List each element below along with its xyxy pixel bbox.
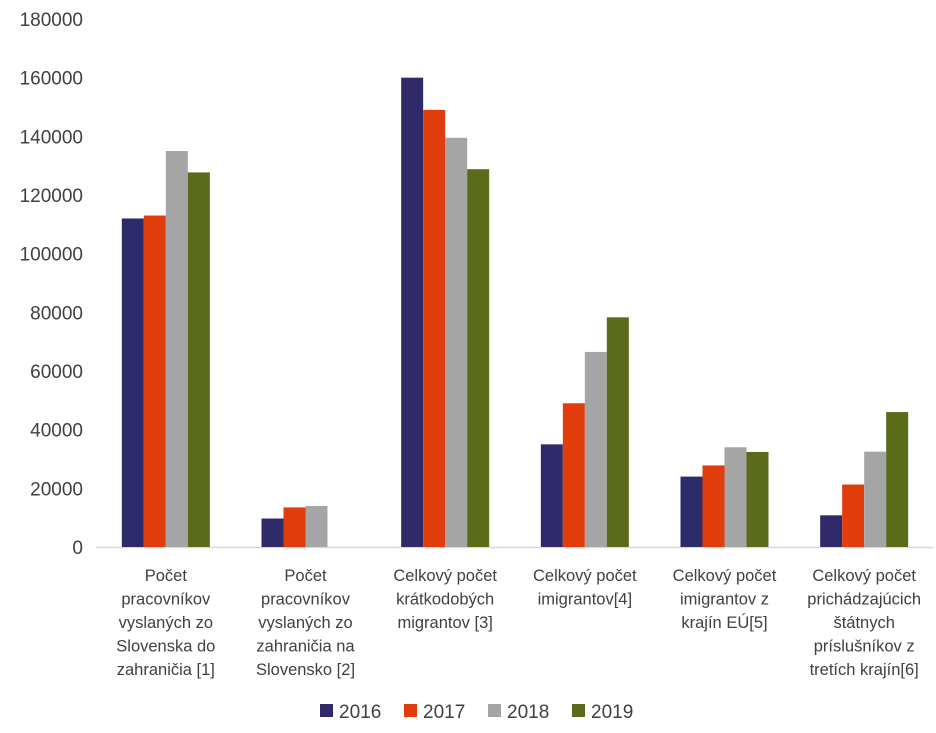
bar-2016	[401, 77, 424, 548]
legend-swatch-2016	[320, 704, 333, 717]
legend-swatch-2018	[488, 704, 501, 717]
y-axis-ticks: 0 20000 40000 60000 80000 100000 120000 140000 1…	[20, 10, 83, 559]
legend-swatch-2017	[404, 704, 417, 717]
bar-2017	[842, 484, 865, 547]
y-tick-label: 20000	[30, 479, 83, 500]
legend-label-2018: 2018	[507, 702, 549, 723]
x-tick-label-line: príslušníkov z	[814, 638, 915, 656]
x-tick-label: Celkový počet prichádzajúcich štátnych prís…	[807, 567, 921, 679]
x-tick-label-line: pracovníkov	[121, 591, 211, 609]
x-tick-label-line: vyslaných zo	[119, 614, 213, 632]
x-tick-label: Celkový počet imigrantov[4]	[533, 567, 637, 609]
bar-2017	[143, 215, 166, 548]
x-tick-label-line: krajín EÚ[5]	[681, 613, 767, 632]
bars	[121, 77, 909, 548]
x-tick-label-line: Celkový počet	[673, 567, 777, 585]
bar-2019	[187, 172, 210, 547]
x-tick-label-line: Celkový počet	[533, 567, 637, 585]
x-tick-label: Celkový počet krátkodobých migrantov [3]	[393, 567, 497, 632]
legend-label-2016: 2016	[339, 702, 381, 723]
legend-label-2019: 2019	[591, 702, 633, 723]
y-tick-label: 140000	[20, 127, 83, 148]
bar-2017	[283, 507, 306, 547]
bar-2016	[540, 444, 563, 547]
x-tick-label-line: krátkodobých	[396, 591, 494, 609]
bar-2016	[820, 515, 843, 547]
x-tick-label-line: zahraničia [1]	[117, 661, 215, 679]
x-tick-label: Celkový počet imigrantov z krajín EÚ[5]	[673, 567, 777, 632]
bar-2016	[261, 518, 284, 547]
bar-2016	[121, 218, 144, 547]
y-tick-label: 60000	[30, 362, 83, 383]
x-tick-label-line: Počet	[284, 567, 327, 585]
bar-2018	[305, 505, 328, 547]
bar-2019	[746, 451, 769, 547]
x-tick-label-line: zahraničia na	[256, 638, 355, 656]
y-tick-label: 160000	[20, 69, 83, 90]
bar-2018	[724, 447, 747, 547]
x-tick-label-line: Slovensko [2]	[256, 661, 355, 679]
bar-2018	[445, 137, 468, 548]
x-tick-label-line: Slovenska do	[116, 638, 215, 656]
y-tick-label: 120000	[20, 186, 83, 207]
legend-swatch-2019	[572, 704, 585, 717]
bar-2016	[680, 476, 703, 547]
bar-2019	[886, 412, 909, 547]
x-tick-label: Počet pracovníkov vyslaných zo zahraničia n…	[256, 567, 355, 679]
x-tick-label-line: tretích krajín[6]	[810, 661, 919, 679]
bar-2017	[562, 403, 585, 547]
x-tick-label-line: vyslaných zo	[258, 614, 352, 632]
y-tick-label: 0	[72, 538, 83, 559]
x-axis-tick-labels: Počet pracovníkov vyslaných zo Slovenska do…	[116, 567, 921, 679]
x-tick-label-line: imigrantov z	[680, 591, 769, 609]
x-tick-label-line: migrantov [3]	[397, 614, 492, 632]
y-tick-label: 180000	[20, 10, 83, 31]
legend-label-2017: 2017	[423, 702, 465, 723]
x-tick-label-line: pracovníkov	[261, 591, 351, 609]
legend: 2016 2017 2018 2019	[320, 702, 633, 723]
bar-2017	[423, 109, 446, 547]
bar-2019	[467, 169, 490, 548]
x-tick-label-line: Celkový počet	[812, 567, 916, 585]
bar-2018	[584, 351, 607, 547]
x-tick-label-line: štátnych	[833, 614, 894, 632]
x-tick-label-line: prichádzajúcich	[807, 591, 921, 609]
y-tick-label: 80000	[30, 303, 83, 324]
x-tick-label-line: Celkový počet	[393, 567, 497, 585]
x-tick-label-line: Počet	[145, 567, 188, 585]
x-tick-label-line: imigrantov[4]	[538, 591, 632, 609]
y-tick-label: 40000	[30, 421, 83, 442]
bar-2018	[165, 151, 188, 547]
x-tick-label: Počet pracovníkov vyslaných zo Slovenska do…	[116, 567, 215, 679]
bar-2019	[606, 317, 629, 547]
bar-2018	[864, 451, 887, 547]
y-tick-label: 100000	[20, 245, 83, 266]
bar-2017	[702, 465, 725, 547]
